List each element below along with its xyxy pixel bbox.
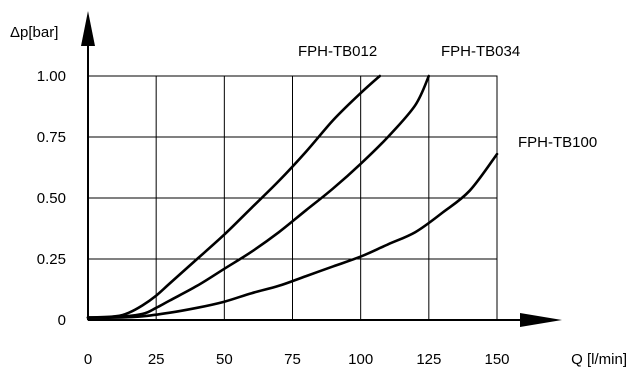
- tick-labels: 0 25 50 75 100 125 150 0 0.25 0.50 0.75 1.00: [37, 68, 510, 368]
- series-line-fph-tb012: [86, 74, 382, 319]
- y-tick-label: 0.50: [37, 190, 66, 207]
- y-axis-arrow: [81, 11, 95, 46]
- y-tick-label: 1.00: [37, 68, 66, 85]
- x-tick-label: 25: [148, 351, 165, 368]
- y-tick-label: 0.75: [37, 129, 66, 146]
- x-tick-label: 125: [416, 351, 441, 368]
- x-tick-label: 0: [84, 351, 92, 368]
- grid: [87, 75, 498, 321]
- series-label-fph-tb012: FPH-TB012: [298, 43, 377, 60]
- series-line-fph-tb034: [86, 74, 431, 319]
- x-axis-arrow: [520, 313, 562, 327]
- x-tick-label: 75: [284, 351, 301, 368]
- y-tick-label: 0.25: [37, 251, 66, 268]
- y-tick-label: 0: [58, 312, 66, 329]
- x-tick-label: 100: [348, 351, 373, 368]
- series-curves: [86, 74, 499, 319]
- y-axis-title: Δp[bar]: [10, 24, 58, 41]
- x-tick-label: 150: [484, 351, 509, 368]
- axes: [81, 11, 562, 327]
- series-label-fph-tb100: FPH-TB100: [518, 134, 597, 151]
- x-axis-title: Q [l/min]: [571, 351, 627, 368]
- series-line-fph-tb100: [86, 152, 499, 319]
- series-label-fph-tb034: FPH-TB034: [441, 43, 520, 60]
- x-tick-label: 50: [216, 351, 233, 368]
